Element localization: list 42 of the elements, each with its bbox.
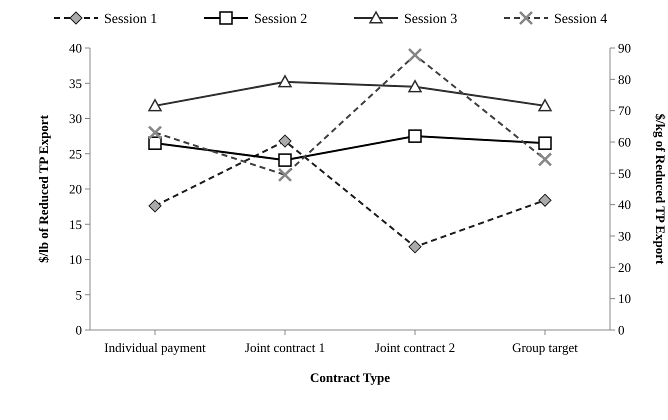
y-tick-label: 40: [69, 40, 82, 56]
legend-label: Session 1: [104, 12, 158, 27]
point: [278, 75, 292, 88]
point: [538, 136, 552, 150]
point: [148, 199, 162, 212]
point: [408, 80, 422, 92]
x-axis-title: Contract Type: [310, 370, 390, 385]
y-axis-title: $/lb of Reduced TP Export: [36, 114, 51, 263]
y2-tick-label: 40: [618, 197, 631, 212]
point: [278, 153, 292, 167]
point: [148, 99, 162, 112]
y-tick-label: 35: [69, 76, 82, 91]
x-tick-label: Individual payment: [104, 340, 206, 355]
legend-label: Session 4: [554, 12, 608, 27]
point: [408, 129, 422, 143]
y2-tick-label: 70: [618, 103, 631, 118]
y2-tick-label: 90: [618, 40, 631, 56]
legend-label: Session 2: [254, 12, 308, 27]
y-tick-label: 10: [69, 252, 82, 268]
y-tick-label: 5: [76, 287, 82, 302]
y2-tick-label: 20: [618, 260, 631, 275]
y2-tick-label: 30: [618, 228, 631, 244]
y2-axis-title: $/kg of Reduced TP Export: [653, 114, 668, 266]
y-tick-label: 0: [76, 322, 82, 338]
y2-tick-label: 60: [618, 134, 631, 150]
y-tick-label: 15: [69, 216, 82, 232]
point: [408, 240, 422, 254]
x-tick-label: Joint contract 1: [244, 340, 326, 355]
y2-tick-label: 50: [618, 166, 631, 181]
x-tick-label: Joint contract 2: [374, 340, 456, 355]
x-tick-label: Group target: [512, 340, 578, 355]
point: [148, 136, 162, 150]
y2-tick-label: 0: [618, 322, 624, 338]
y-tick-label: 20: [69, 182, 82, 197]
point: [538, 99, 552, 112]
legend-label: Session 3: [404, 12, 458, 27]
y-tick-label: 30: [69, 111, 82, 126]
y2-tick-label: 80: [618, 72, 631, 87]
point: [538, 194, 552, 207]
point: [278, 134, 292, 148]
y-tick-label: 25: [69, 146, 82, 162]
y2-tick-label: 10: [618, 291, 631, 306]
